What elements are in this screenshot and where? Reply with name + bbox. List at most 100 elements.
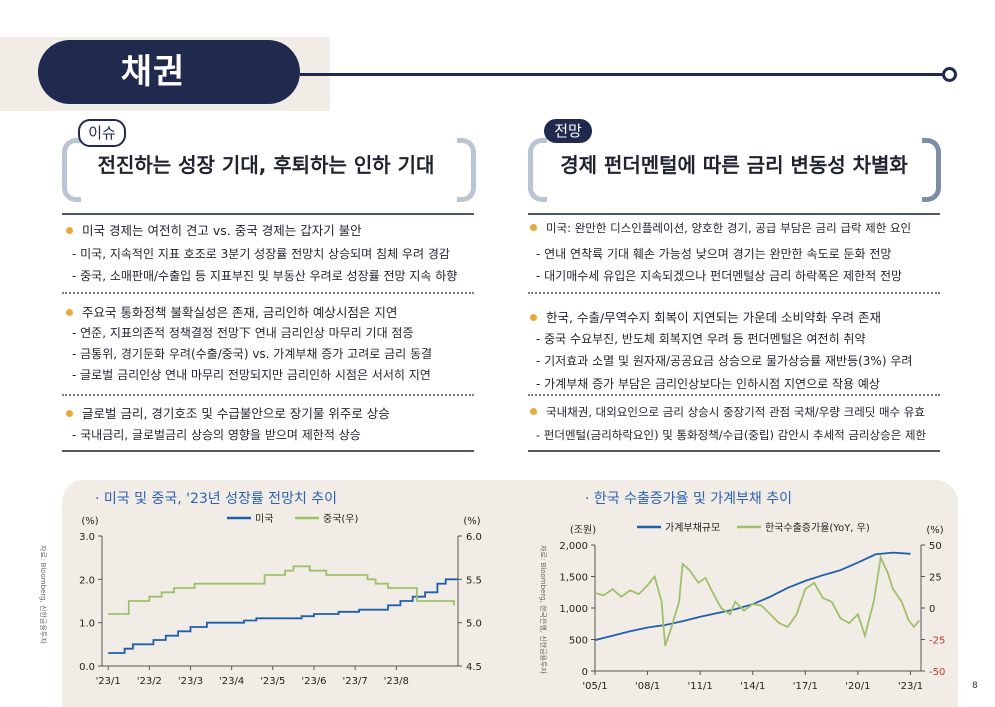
right-sub-1-1: - 연내 연착륙 기대 훼손 가능성 낮으며 경기는 완만한 속도로 둔화 전망 (536, 247, 892, 261)
y-right-tick-label: 50 (929, 541, 942, 552)
bullet-dot-icon (530, 314, 537, 321)
bullet-text: 글로벌 금리, 경기호조 및 수급불안으로 장기물 위주로 상승 (82, 406, 390, 421)
y-right-tick-label: 4.5 (466, 662, 482, 673)
chart1-source: 자료: Bloomberg, 신한금융투자 (39, 545, 47, 644)
left-axis-unit: (조원) (570, 524, 596, 536)
chart-panel (62, 480, 958, 707)
series-line-2 (594, 554, 920, 647)
y-left-tick-label: 3.0 (79, 532, 95, 543)
left-sub-2-2: - 금통위, 경기둔화 우려(수출/중국) vs. 가계부채 증가 고려로 금리… (72, 347, 433, 361)
right-sub-2-1: - 중국 수요부진, 반도체 회복지연 우려 등 펀더멘털은 여전히 취약 (536, 332, 866, 346)
x-tick-label: '23/1 (898, 681, 923, 692)
bullet-text: 미국 경제는 여전히 견고 vs. 중국 경제는 갑자기 불안 (82, 223, 362, 238)
right-bullet-1: 미국: 완만한 디스인플레이션, 양호한 경기, 공급 부담은 금리 급락 제한… (530, 220, 911, 236)
chart1-svg: (%) (%) 0.0 1.0 2.0 3.0 4.5 5.0 5.5 6.0 '23/1 '23/2… (79, 513, 482, 687)
x-tick-label: '23/5 (260, 676, 285, 687)
chart2-svg: (조원) (%) 0 500 1,000 1,500 2,000 -50 -25 0 25 50 '05… (559, 522, 945, 692)
x-tick-label: '23/3 (178, 676, 203, 687)
right-heading: 경제 펀더멘털에 따른 금리 변동성 차별화 (560, 153, 908, 177)
left-sub-3-1: - 국내금리, 글로벌금리 상승의 영향을 받으며 제한적 상승 (72, 428, 361, 442)
y-right-tick-label: 5.0 (466, 619, 482, 630)
left-heading: 전진하는 성장 기대, 후퇴하는 인하 기대 (97, 153, 435, 177)
x-tick-label: '05/1 (582, 681, 607, 692)
right-sub-2-2: - 기저효과 소멸 및 원자재/공공요금 상승으로 물가상승률 재반등(3%) … (536, 354, 913, 368)
bullet-text: 미국: 완만한 디스인플레이션, 양호한 경기, 공급 부담은 금리 급락 제한… (546, 221, 912, 235)
chart2-title: · 한국 수출증가율 및 가계부채 추이 (585, 491, 793, 507)
x-tick-label: '14/1 (740, 681, 765, 692)
x-tick-label: '23/1 (96, 676, 121, 687)
left-bullet-3: 글로벌 금리, 경기호조 및 수급불안으로 장기물 위주로 상승 (66, 403, 390, 422)
legend-label-2: 한국수출증가율(YoY, 우) (765, 522, 870, 534)
right-bullet-3: 국내채권, 대외요인으로 금리 상승시 중장기적 관점 국채/우량 크레딧 매수… (530, 404, 925, 420)
bullet-dot-icon (66, 410, 73, 417)
series-line-1 (108, 578, 458, 654)
bullet-dot-icon (530, 224, 537, 231)
y-left-tick-label: 0.0 (79, 662, 95, 673)
left-sub-2-3: - 글로벌 금리인상 연내 마무리 전망되지만 금리인하 시점은 서서히 지연 (72, 368, 431, 382)
y-left-tick-label: 2,000 (559, 541, 588, 552)
issue-badge: 이슈 (78, 119, 126, 147)
right-divider (528, 292, 940, 294)
bullet-dot-icon (66, 309, 73, 316)
left-sub-2-1: - 연준, 지표의존적 정책결정 전망下 연내 금리인상 마무리 기대 점증 (72, 326, 414, 340)
y-right-tick-label: 0 (929, 604, 935, 615)
y-left-tick-label: 500 (569, 636, 588, 647)
y-left-tick-label: 2.0 (79, 575, 95, 586)
left-sub-1-2: - 중국, 소매판매/수출입 등 지표부진 및 부동산 우려로 성장률 전망 지… (72, 269, 458, 283)
left-bullet-2: 주요국 통화정책 불확실성은 존재, 금리인하 예상시점은 지연 (66, 302, 397, 321)
title-pill (38, 40, 300, 104)
right-sub-2-3: - 가계부채 증가 부담은 금리인상보다는 인하시점 지연으로 작용 예상 (536, 377, 880, 391)
x-tick-label: '23/7 (343, 676, 368, 687)
bullet-text: 한국, 수출/무역수지 회복이 지연되는 가운데 소비약화 우려 존재 (546, 310, 881, 325)
series-line-1 (594, 551, 911, 641)
left-heading-bracket-open (62, 138, 81, 202)
y-right-tick-label: -50 (929, 667, 945, 678)
y-left-tick-label: 1,500 (559, 573, 588, 584)
title-rule-endpoint (942, 67, 957, 82)
x-tick-label: '23/6 (301, 676, 326, 687)
right-heading-bracket-open (528, 138, 547, 202)
left-top-rule (62, 213, 474, 215)
chart1-title: · 미국 및 중국, '23년 성장률 전망치 추이 (95, 491, 338, 507)
right-axis-unit: (%) (463, 516, 480, 527)
y-right-tick-label: 25 (929, 573, 942, 584)
legend-label-2: 중국(우) (323, 513, 359, 525)
x-tick-label: '20/1 (845, 681, 870, 692)
right-axis-unit: (%) (926, 525, 943, 536)
y-left-tick-label: 0 (582, 667, 588, 678)
right-heading-bracket-close (922, 138, 941, 202)
legend-label-1: 미국 (255, 513, 273, 525)
bullet-text: 국내채권, 대외요인으로 금리 상승시 중장기적 관점 국채/우량 크레딧 매수… (546, 405, 925, 419)
y-left-tick-label: 1,000 (559, 604, 588, 615)
left-bullet-1: 미국 경제는 여전히 견고 vs. 중국 경제는 갑자기 불안 (66, 220, 362, 239)
right-bottom-rule (528, 450, 940, 452)
y-left-tick-label: 1.0 (79, 619, 95, 630)
legend-label-1: 가계부채규모 (665, 522, 720, 534)
left-heading-bracket-close (457, 138, 476, 202)
bullet-dot-icon (530, 408, 537, 415)
x-tick-label: '23/4 (219, 676, 244, 687)
series-line-2 (108, 565, 455, 615)
bullet-dot-icon (66, 227, 73, 234)
right-sub-3-1: - 펀더멘털(금리하락요인) 및 통화정책/수급(중립) 감안시 추세적 금리상… (536, 428, 927, 442)
left-divider (62, 292, 474, 294)
left-divider (62, 394, 474, 396)
y-right-tick-label: 5.5 (466, 575, 482, 586)
outlook-badge: 전망 (544, 119, 592, 143)
right-bullet-2: 한국, 수출/무역수지 회복이 지연되는 가운데 소비약화 우려 존재 (530, 307, 881, 326)
y-right-tick-label: -25 (929, 636, 945, 647)
x-tick-label: '23/8 (384, 676, 409, 687)
x-tick-label: '23/2 (137, 676, 162, 687)
left-bottom-rule (62, 450, 474, 452)
bullet-text: 주요국 통화정책 불확실성은 존재, 금리인하 예상시점은 지연 (82, 305, 398, 320)
x-tick-label: '11/1 (688, 681, 713, 692)
page-title: 채권 (120, 52, 186, 92)
title-rule (300, 73, 942, 76)
right-sub-1-2: - 대기매수세 유입은 지속되겠으나 펀더멘털상 금리 하락폭은 제한적 전망 (536, 269, 903, 283)
x-tick-label: '17/1 (793, 681, 818, 692)
page-number: 8 (972, 681, 978, 691)
right-divider (528, 394, 940, 396)
x-tick-label: '08/1 (635, 681, 660, 692)
y-right-tick-label: 6.0 (466, 532, 482, 543)
left-sub-1-1: - 미국, 지속적인 지표 호조로 3분기 성장률 전망치 상승되며 침체 우려… (72, 247, 450, 261)
